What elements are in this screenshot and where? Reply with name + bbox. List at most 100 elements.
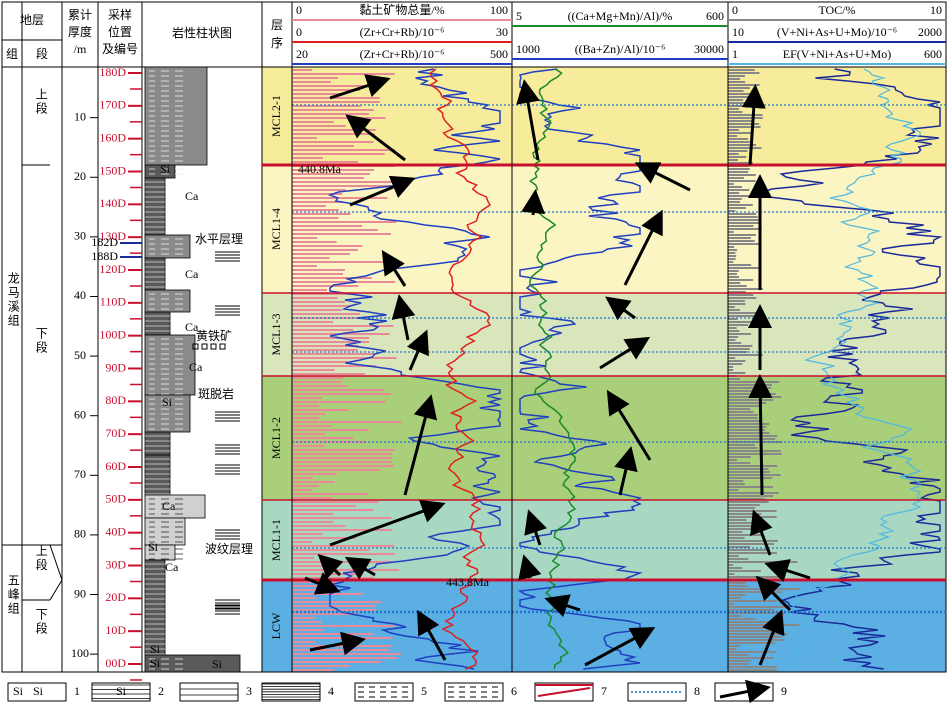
lithology-label: Si (162, 395, 173, 409)
trend-arrow (544, 594, 581, 618)
trend-arrow (406, 329, 429, 371)
sample-label: 50D (105, 492, 126, 506)
member-name: 下段 (34, 608, 48, 636)
lithology-label: Si (212, 657, 223, 671)
trend-arrow (634, 162, 691, 192)
lithology-label: Si (150, 656, 161, 670)
lithology-label: Ca (185, 320, 199, 334)
lithology-block (144, 234, 191, 259)
sample-label: 170D (99, 98, 126, 112)
lithology-label: 水平层理 (195, 232, 243, 246)
sequence-label: MCL1-2 (269, 417, 283, 459)
member-name: 上段 (34, 544, 48, 572)
header-formation: 组 (6, 47, 18, 61)
legend-si: Si (33, 684, 44, 698)
thickness-tick-label: 80 (74, 527, 86, 541)
sample-label: 70D (105, 426, 126, 440)
frame (1, 1, 947, 673)
member-name: 下段 (34, 327, 48, 355)
header-thickness: /m (74, 42, 87, 56)
age-label: 440.8Ma (298, 162, 342, 176)
legend-number: 2 (158, 684, 164, 698)
trend-arrow (518, 554, 542, 581)
sequence-band (262, 376, 946, 500)
sample-label: 150D (99, 163, 126, 177)
header-samples: 位置 (108, 24, 132, 39)
legend-line (537, 687, 591, 697)
sample-label: 160D (99, 130, 126, 144)
header-lithology: 岩性柱状图 (172, 25, 232, 40)
ef-curve (788, 68, 922, 670)
lithology-block (144, 177, 166, 236)
scale-min: 0 (296, 3, 302, 17)
legend-number: 6 (511, 684, 517, 698)
trend-arrow (329, 499, 446, 547)
sample-label: 40D (105, 524, 126, 538)
trend-arrow (329, 74, 391, 100)
sample-label: 80D (105, 393, 126, 407)
rule (49, 544, 63, 581)
pyrite-symbol (219, 343, 226, 350)
legend-number: 3 (246, 684, 252, 698)
lithology-label: Ca (189, 360, 203, 374)
lithology-label: Ca (185, 267, 199, 281)
lithology-block (144, 394, 191, 433)
scale-max: 30 (496, 25, 508, 39)
scale-name: ((Ba+Zn)/Al)/10⁻⁶ (575, 42, 666, 56)
scale-max: 10 (930, 3, 942, 17)
trend-arrow (309, 631, 366, 656)
scale-name: (Zr+Cr+Rb)/10⁻⁶ (360, 25, 445, 39)
sample-label-extra: 182D (91, 235, 118, 249)
formation-name: 龙马溪组 (6, 272, 20, 328)
legend-si: Si (13, 684, 24, 698)
sequence-label: MCL1-3 (269, 314, 283, 356)
scale-max: 600 (706, 9, 724, 23)
scale-name: 黏土矿物总量/% (359, 3, 444, 17)
lithology-label: 斑脱岩 (198, 386, 234, 401)
trend-arrow (623, 209, 663, 286)
scale-min: 0 (732, 3, 738, 17)
sample-label: 130D (99, 229, 126, 243)
thickness-tick-label: 50 (74, 348, 86, 362)
sequence-label: MCL1-1 (269, 519, 283, 561)
header-sequence: 层 (271, 18, 283, 32)
v-curve (749, 68, 943, 670)
lithology-label: Ca (185, 189, 199, 203)
header-sequence: 序 (271, 35, 283, 50)
lithology-label: Si (160, 162, 171, 176)
sample-label: 180D (99, 65, 126, 79)
header-samples: 采样 (108, 7, 132, 22)
pyrite-symbol (210, 343, 217, 350)
zr-curve-2 (429, 68, 492, 670)
trend-arrow (614, 446, 638, 496)
legend-number: 5 (421, 684, 427, 698)
legend-number: 7 (601, 684, 607, 698)
thickness-tick-label: 10 (74, 109, 86, 123)
scale-min: 20 (296, 47, 308, 61)
scale-min: 0 (296, 25, 302, 39)
lithology-label: 黄铁矿 (196, 329, 232, 343)
lithology-label: Ca (162, 499, 176, 513)
scale-max: 600 (924, 47, 942, 61)
thickness-tick-label: 40 (74, 288, 86, 302)
formation-name: 五峰组 (6, 574, 20, 616)
trend-arrow (524, 509, 548, 546)
trend-arrow (764, 559, 811, 582)
trend-arrow (417, 609, 447, 661)
scale-name: (V+Ni+As+U+Mo)/10⁻⁶ (777, 25, 897, 39)
ca-curve (528, 68, 577, 670)
legend-box (7, 682, 67, 702)
trend-arrow (349, 175, 416, 207)
legend-box (91, 682, 151, 702)
lithology-label: 波纹层理 (205, 542, 253, 556)
age-label: 443.8Ma (446, 575, 490, 589)
sequence-label: MCL2-1 (269, 95, 283, 137)
trend-arrow (758, 609, 785, 666)
sample-label: 110D (100, 295, 127, 309)
scale-max: 2000 (918, 25, 942, 39)
trend-arrow (605, 296, 636, 321)
sample-label: 100D (99, 327, 126, 341)
member-name: 上段 (34, 88, 48, 116)
lithology-block (144, 334, 196, 396)
trend-arrow (317, 553, 344, 580)
